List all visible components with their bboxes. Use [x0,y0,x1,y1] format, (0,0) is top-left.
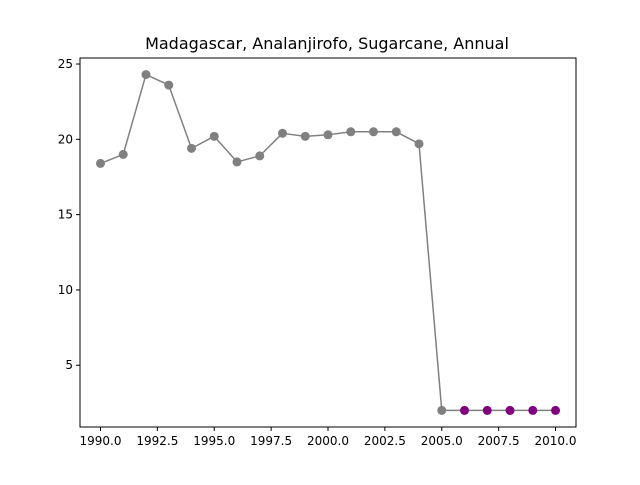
data-point [369,127,379,137]
series-layer [95,70,561,415]
x-tick-label: 1990.0 [79,434,121,448]
data-point [141,70,151,80]
data-point [95,158,105,168]
data-point [186,143,196,153]
x-tick-label: 2005.0 [421,434,463,448]
data-point [255,151,265,161]
x-tick-label: 1992.5 [136,434,178,448]
x-tick-label: 2007.5 [478,434,520,448]
data-point [551,405,561,415]
data-point [164,80,174,90]
data-point [232,157,242,167]
data-point [391,127,401,137]
y-tick-label: 10 [58,283,73,297]
x-tick-label: 2000.0 [307,434,349,448]
x-tick-label: 1995.0 [193,434,235,448]
data-point [505,405,515,415]
x-tick-label: 1997.5 [250,434,292,448]
data-point [209,131,219,141]
y-tick-label: 25 [58,57,73,71]
chart-title: Madagascar, Analanjirofo, Sugarcane, Ann… [145,34,509,53]
data-point [414,139,424,149]
data-point [323,130,333,140]
data-point [482,405,492,415]
data-point [277,128,287,138]
data-point [437,405,447,415]
data-point [528,405,538,415]
y-tick-label: 5 [65,358,73,372]
x-tick-label: 2002.5 [364,434,406,448]
x-axis-ticks: 1990.0 1992.5 1995.0 1997.5 2000.0 2002.5 2005… [79,427,577,448]
y-tick-label: 15 [58,208,73,222]
data-point [118,149,128,159]
data-point [460,405,470,415]
data-point [346,127,356,137]
data-point [300,131,310,141]
y-tick-label: 20 [58,132,73,146]
x-tick-label: 2010.0 [535,434,577,448]
plot-frame [79,57,577,428]
y-axis-ticks: 5 10 15 20 25 [58,57,80,372]
